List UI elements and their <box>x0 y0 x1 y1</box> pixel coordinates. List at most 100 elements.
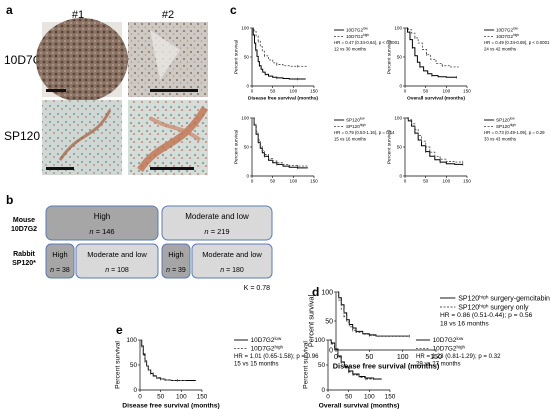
x-tick-label: 100 <box>442 179 450 184</box>
x-tick-label: 100 <box>289 89 297 94</box>
y-tick-label: 50 <box>130 362 138 369</box>
y-axis-label: Percent survival <box>307 295 316 348</box>
y-tick-label: 0 <box>133 387 137 394</box>
legend-label-2: 10D7G2high <box>496 33 519 39</box>
box-title: High <box>94 212 110 221</box>
legend-label-2: 10D7G2high <box>346 33 369 39</box>
column-label-1: #1 <box>72 9 84 21</box>
x-tick-label: 150 <box>310 179 318 184</box>
legend-label-2: SP120high <box>346 123 366 129</box>
y-axis-label: Percent survival <box>233 40 239 74</box>
annotation-line-2: 33 vs 43 months <box>484 136 517 141</box>
box-10d7g2-high: High n = 146 <box>45 205 159 241</box>
box-count: n = 39 <box>166 267 186 274</box>
y-tick-label: 0 <box>246 174 249 179</box>
legend-label-1: 10D7G2low <box>346 27 369 33</box>
series-line-1 <box>405 117 463 165</box>
y-axis-label: Percent survival <box>303 341 310 389</box>
panel-d-label: d <box>312 285 319 299</box>
row1-label-line1: Mouse <box>13 217 35 224</box>
legend-label-2: SP120high <box>496 123 516 129</box>
x-tick-label: 0 <box>404 179 407 184</box>
x-tick-label: 100 <box>364 393 375 400</box>
y-axis-label: Percent survival <box>386 130 392 164</box>
annotation-line-2: 15 vs 15 months <box>234 361 279 368</box>
panel-a-label: a <box>6 3 13 17</box>
box-sp120-moderate-low-a: Moderate and low n = 108 <box>75 243 159 279</box>
ihc-image-sp120-case2 <box>128 100 209 175</box>
y-axis-label: Percent survival <box>386 40 392 74</box>
y-tick-label: 50 <box>397 55 403 60</box>
box-10d7g2-moderate-low: Moderate and low n = 219 <box>161 205 273 241</box>
chart-c2-10d7g2-os: 0 50 100 150 0 50 100 Overall survival (months)… <box>386 26 550 102</box>
annotation-line-1: HR = 0.49 (0.34-0.69), p < 0.0001 <box>484 40 550 45</box>
y-axis-label: Percent survival <box>233 130 239 164</box>
x-axis-label: Overall survival (months) <box>319 402 400 409</box>
x-tick-label: 100 <box>397 354 409 361</box>
series-line-2 <box>405 117 463 163</box>
box-title: Moderate and low <box>202 250 262 259</box>
legend-label-1: SP120low <box>346 117 365 123</box>
legend-label-2: SP120high surgery only <box>458 303 529 312</box>
box-count: n = 38 <box>50 267 70 274</box>
box-title: High <box>168 250 183 259</box>
y-axis-label: Percent survival <box>115 341 122 389</box>
x-tick-label: 0 <box>251 89 254 94</box>
series-line-1 <box>405 27 457 78</box>
series-line-2 <box>252 27 308 67</box>
x-tick-label: 100 <box>289 179 297 184</box>
y-tick-label: 0 <box>329 347 333 354</box>
series-line-2 <box>140 339 186 381</box>
ihc-image-10d7g2-case1 <box>36 18 128 102</box>
y-tick-label: 0 <box>399 174 402 179</box>
annotation-line-1: HR = 0.86 (0.51-0.44); p = 0.56 <box>440 312 533 319</box>
legend-label-1: 10D7G2low <box>251 336 282 345</box>
x-tick-label: 0 <box>138 393 142 400</box>
annotation-line-2: 24 vs 42 months <box>484 46 517 51</box>
annotation-line-2: 12 vs 30 months <box>334 46 367 51</box>
x-tick-label: 0 <box>326 393 330 400</box>
x-tick-label: 50 <box>423 179 429 184</box>
y-tick-label: 100 <box>314 337 325 344</box>
y-tick-label: 50 <box>244 145 250 150</box>
series-line-1 <box>336 291 410 337</box>
x-tick-label: 50 <box>270 179 276 184</box>
x-tick-label: 100 <box>442 89 450 94</box>
x-tick-label: 150 <box>310 89 318 94</box>
annotation-line-1: HR = 0.73 (0.49-1.09), p = 0.29 <box>484 130 545 135</box>
annotation-line-1: HR = 1.01 (0.65-1.58); p = 0.96 <box>234 353 319 360</box>
y-tick-label: 100 <box>241 116 249 121</box>
x-tick-label: 150 <box>197 393 208 400</box>
chart-c4-sp120-os: 0 50 100 150 0 50 100 Percent survival SP120lowS… <box>386 116 545 184</box>
y-tick-label: 0 <box>321 387 325 394</box>
box-count: n = 108 <box>105 267 129 274</box>
x-tick-label: 50 <box>423 89 429 94</box>
y-tick-label: 100 <box>321 289 333 296</box>
legend-label-1: SP120low <box>496 117 515 123</box>
box-sp120-high-b: High n = 39 <box>161 243 191 279</box>
ihc-image-sp120-case1 <box>42 100 122 175</box>
y-tick-label: 50 <box>318 362 326 369</box>
series-line-2 <box>252 117 308 167</box>
x-tick-label: 0 <box>251 179 254 184</box>
ihc-image-10d7g2-case2 <box>128 22 208 97</box>
legend-label-2: 10D7G2high <box>433 344 466 353</box>
panel-c-label: c <box>230 3 237 17</box>
box-sp120-high-a: High n = 38 <box>45 243 75 279</box>
legend-label-1: 10D7G2low <box>496 27 519 33</box>
series-line-1 <box>140 339 196 381</box>
row2-label-line2: SP120* <box>12 260 36 267</box>
box-count: n = 146 <box>89 227 114 236</box>
panel-b-label: b <box>6 193 13 207</box>
x-tick-label: 150 <box>385 393 396 400</box>
annotation-line-2: 15 vs 16 months <box>334 136 367 141</box>
y-tick-label: 100 <box>241 26 249 31</box>
box-title: Moderate and low <box>185 212 249 221</box>
x-tick-label: 50 <box>365 354 373 361</box>
y-tick-label: 100 <box>394 26 402 31</box>
x-axis-label: Disease free survival (months) <box>333 362 440 371</box>
series-line-1 <box>252 117 308 169</box>
chart-c1-10d7g2-dfs: 0 50 100 150 0 50 100 Disease free survival (mo… <box>233 26 400 102</box>
annotation-line-2: 18 vs 16 months <box>440 321 489 328</box>
